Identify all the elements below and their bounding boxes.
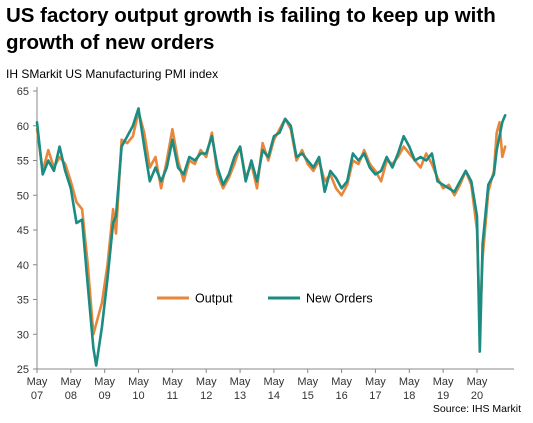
x-tick-label: 11 <box>167 390 178 402</box>
chart-series <box>35 107 507 367</box>
y-tick-label: 55 <box>17 156 29 168</box>
chart-subtitle: IH SMarkit US Manufacturing PMI index <box>6 67 219 81</box>
chart-axes: 25 30 35 40 45 50 55 60 65 May 07 May 08 May 09 May 10 Ma… <box>17 86 514 402</box>
x-tick-label: May <box>297 376 318 388</box>
y-tick-label: 30 <box>17 329 29 341</box>
x-tick-label: 20 <box>471 390 483 402</box>
x-tick-label: 14 <box>268 390 280 402</box>
x-tick-label: May <box>433 376 454 388</box>
y-tick-label: 50 <box>17 190 29 202</box>
chart-source: Source: IHS Markit <box>432 403 521 415</box>
x-tick-label: May <box>196 376 217 388</box>
x-tick-label: 10 <box>132 390 144 402</box>
x-tick-label: May <box>162 376 183 388</box>
x-tick-label: 19 <box>437 390 449 402</box>
x-tick-label: May <box>27 376 48 388</box>
x-tick-label: 12 <box>200 390 212 402</box>
series-line-new-orders <box>35 107 507 367</box>
x-tick-label: May <box>467 376 488 388</box>
y-tick-label: 35 <box>17 295 29 307</box>
x-tick-label: May <box>399 376 420 388</box>
x-tick-label: May <box>365 376 386 388</box>
x-tick-label: May <box>331 376 352 388</box>
x-tick-label: 09 <box>99 390 111 402</box>
x-tick-label: 08 <box>65 390 77 402</box>
x-tick-label: 07 <box>31 390 43 402</box>
x-tick-label: 16 <box>335 390 347 402</box>
x-tick-label: 18 <box>403 390 415 402</box>
x-tick-label: May <box>128 376 149 388</box>
x-tick-label: May <box>264 376 285 388</box>
x-tick-label: May <box>60 376 81 388</box>
y-tick-label: 45 <box>17 225 29 237</box>
chart-legend: Output New Orders <box>157 292 373 306</box>
chart-title: US factory output growth is failing to k… <box>6 4 496 54</box>
legend-label-new-orders: New Orders <box>306 292 373 306</box>
x-tick-label: May <box>230 376 251 388</box>
x-tick-label: 13 <box>234 390 246 402</box>
y-tick-label: 25 <box>17 364 29 376</box>
x-tick-label: 15 <box>302 390 314 402</box>
x-tick-label: 17 <box>369 390 381 402</box>
x-tick-label: May <box>94 376 115 388</box>
y-tick-label: 65 <box>17 86 29 98</box>
y-tick-label: 60 <box>17 121 29 133</box>
y-tick-label: 40 <box>17 260 29 272</box>
legend-label-output: Output <box>195 292 233 306</box>
